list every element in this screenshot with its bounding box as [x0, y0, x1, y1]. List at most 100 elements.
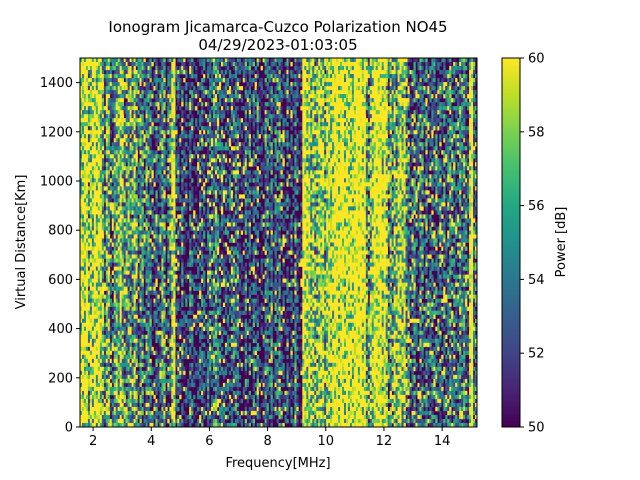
heatmap-cell	[131, 162, 134, 167]
heatmap-cell	[113, 346, 117, 352]
heatmap-cell	[119, 110, 122, 115]
heatmap-cell	[87, 246, 91, 251]
heatmap-cell	[195, 74, 198, 79]
heatmap-cell	[155, 386, 158, 392]
heatmap-cell	[105, 278, 109, 283]
heatmap-cell	[191, 194, 194, 199]
heatmap-cell	[89, 306, 93, 311]
heatmap-cell	[191, 214, 194, 219]
heatmap-cell	[177, 266, 180, 271]
heatmap-cell	[125, 298, 128, 303]
heatmap-cell	[129, 70, 132, 75]
heatmap-cell	[93, 354, 97, 360]
heatmap-cell	[145, 370, 148, 376]
heatmap-cell	[93, 222, 97, 227]
heatmap-cell	[187, 414, 190, 420]
heatmap-cell	[209, 94, 212, 99]
heatmap-cell	[153, 150, 156, 155]
heatmap-cell	[123, 178, 126, 183]
heatmap-cell	[111, 214, 115, 219]
heatmap-cell	[205, 70, 208, 75]
heatmap-cell	[191, 310, 194, 315]
heatmap-cell	[95, 338, 99, 344]
heatmap-cell	[85, 246, 89, 251]
heatmap-cell	[123, 422, 126, 427]
heatmap-cell	[151, 90, 154, 95]
heatmap-cell	[81, 174, 85, 179]
heatmap-cell	[147, 342, 150, 348]
heatmap-cell	[93, 58, 97, 63]
heatmap-cell	[99, 202, 103, 207]
heatmap-cell	[103, 410, 107, 416]
heatmap-cell	[111, 106, 115, 111]
heatmap-cell	[159, 138, 162, 143]
heatmap-cell	[163, 378, 166, 384]
heatmap-cell	[185, 334, 188, 340]
heatmap-cell	[93, 210, 97, 215]
heatmap-cell	[131, 254, 134, 259]
heatmap-cell	[133, 166, 136, 171]
heatmap-cell	[123, 222, 126, 227]
heatmap-cell	[173, 170, 176, 175]
heatmap-cell	[83, 118, 87, 123]
heatmap-cell	[80, 78, 83, 83]
heatmap-cell	[205, 302, 208, 307]
heatmap-cell	[201, 146, 204, 151]
heatmap-cell	[191, 362, 194, 368]
heatmap-cell	[113, 190, 117, 195]
heatmap-cell	[119, 58, 122, 63]
heatmap-cell	[169, 130, 172, 135]
heatmap-cell	[167, 346, 170, 352]
heatmap-cell	[203, 390, 206, 396]
heatmap-cell	[135, 402, 138, 408]
heatmap-cell	[209, 118, 212, 123]
heatmap-cell	[195, 78, 198, 83]
heatmap-cell	[191, 274, 194, 279]
heatmap-cell	[159, 58, 162, 63]
heatmap-cell	[115, 302, 119, 307]
heatmap-cell	[167, 102, 170, 107]
heatmap-cell	[93, 346, 97, 352]
heatmap-cell	[95, 122, 99, 127]
heatmap-cell	[97, 182, 101, 187]
heatmap-cell	[97, 170, 101, 175]
heatmap-cell	[143, 150, 146, 155]
heatmap-cell	[101, 262, 105, 267]
heatmap-cell	[111, 378, 115, 384]
heatmap-cell	[87, 162, 91, 167]
heatmap-cell	[81, 70, 85, 75]
heatmap-cell	[109, 282, 113, 287]
heatmap-cell	[109, 98, 113, 103]
heatmap-cell	[91, 154, 95, 159]
heatmap-cell	[207, 422, 210, 427]
heatmap-cell	[175, 402, 178, 408]
heatmap-cell	[119, 374, 122, 380]
heatmap-cell	[205, 378, 208, 384]
heatmap-cell	[119, 98, 122, 103]
heatmap-cell	[95, 306, 99, 311]
heatmap-cell	[95, 226, 99, 231]
heatmap-cell	[97, 162, 101, 167]
heatmap-cell	[97, 326, 101, 332]
heatmap-cell	[157, 90, 160, 95]
heatmap-cell	[207, 362, 210, 368]
heatmap-cell	[149, 338, 152, 344]
heatmap-cell	[91, 354, 95, 360]
heatmap-cell	[143, 98, 146, 103]
heatmap-cell	[171, 298, 174, 303]
heatmap-cell	[141, 282, 144, 287]
heatmap-cell	[127, 174, 130, 179]
heatmap-cell	[205, 210, 208, 215]
heatmap-cell	[103, 110, 107, 115]
heatmap-cell	[113, 378, 117, 384]
heatmap-cell	[189, 354, 192, 360]
heatmap-cell	[83, 94, 87, 99]
heatmap-cell	[81, 98, 85, 103]
heatmap-cell	[197, 178, 200, 183]
heatmap-cell	[173, 266, 176, 271]
heatmap-cell	[133, 134, 136, 139]
heatmap-cell	[165, 158, 168, 163]
heatmap-cell	[91, 166, 95, 171]
heatmap-cell	[103, 386, 107, 392]
heatmap-cell	[125, 206, 128, 211]
